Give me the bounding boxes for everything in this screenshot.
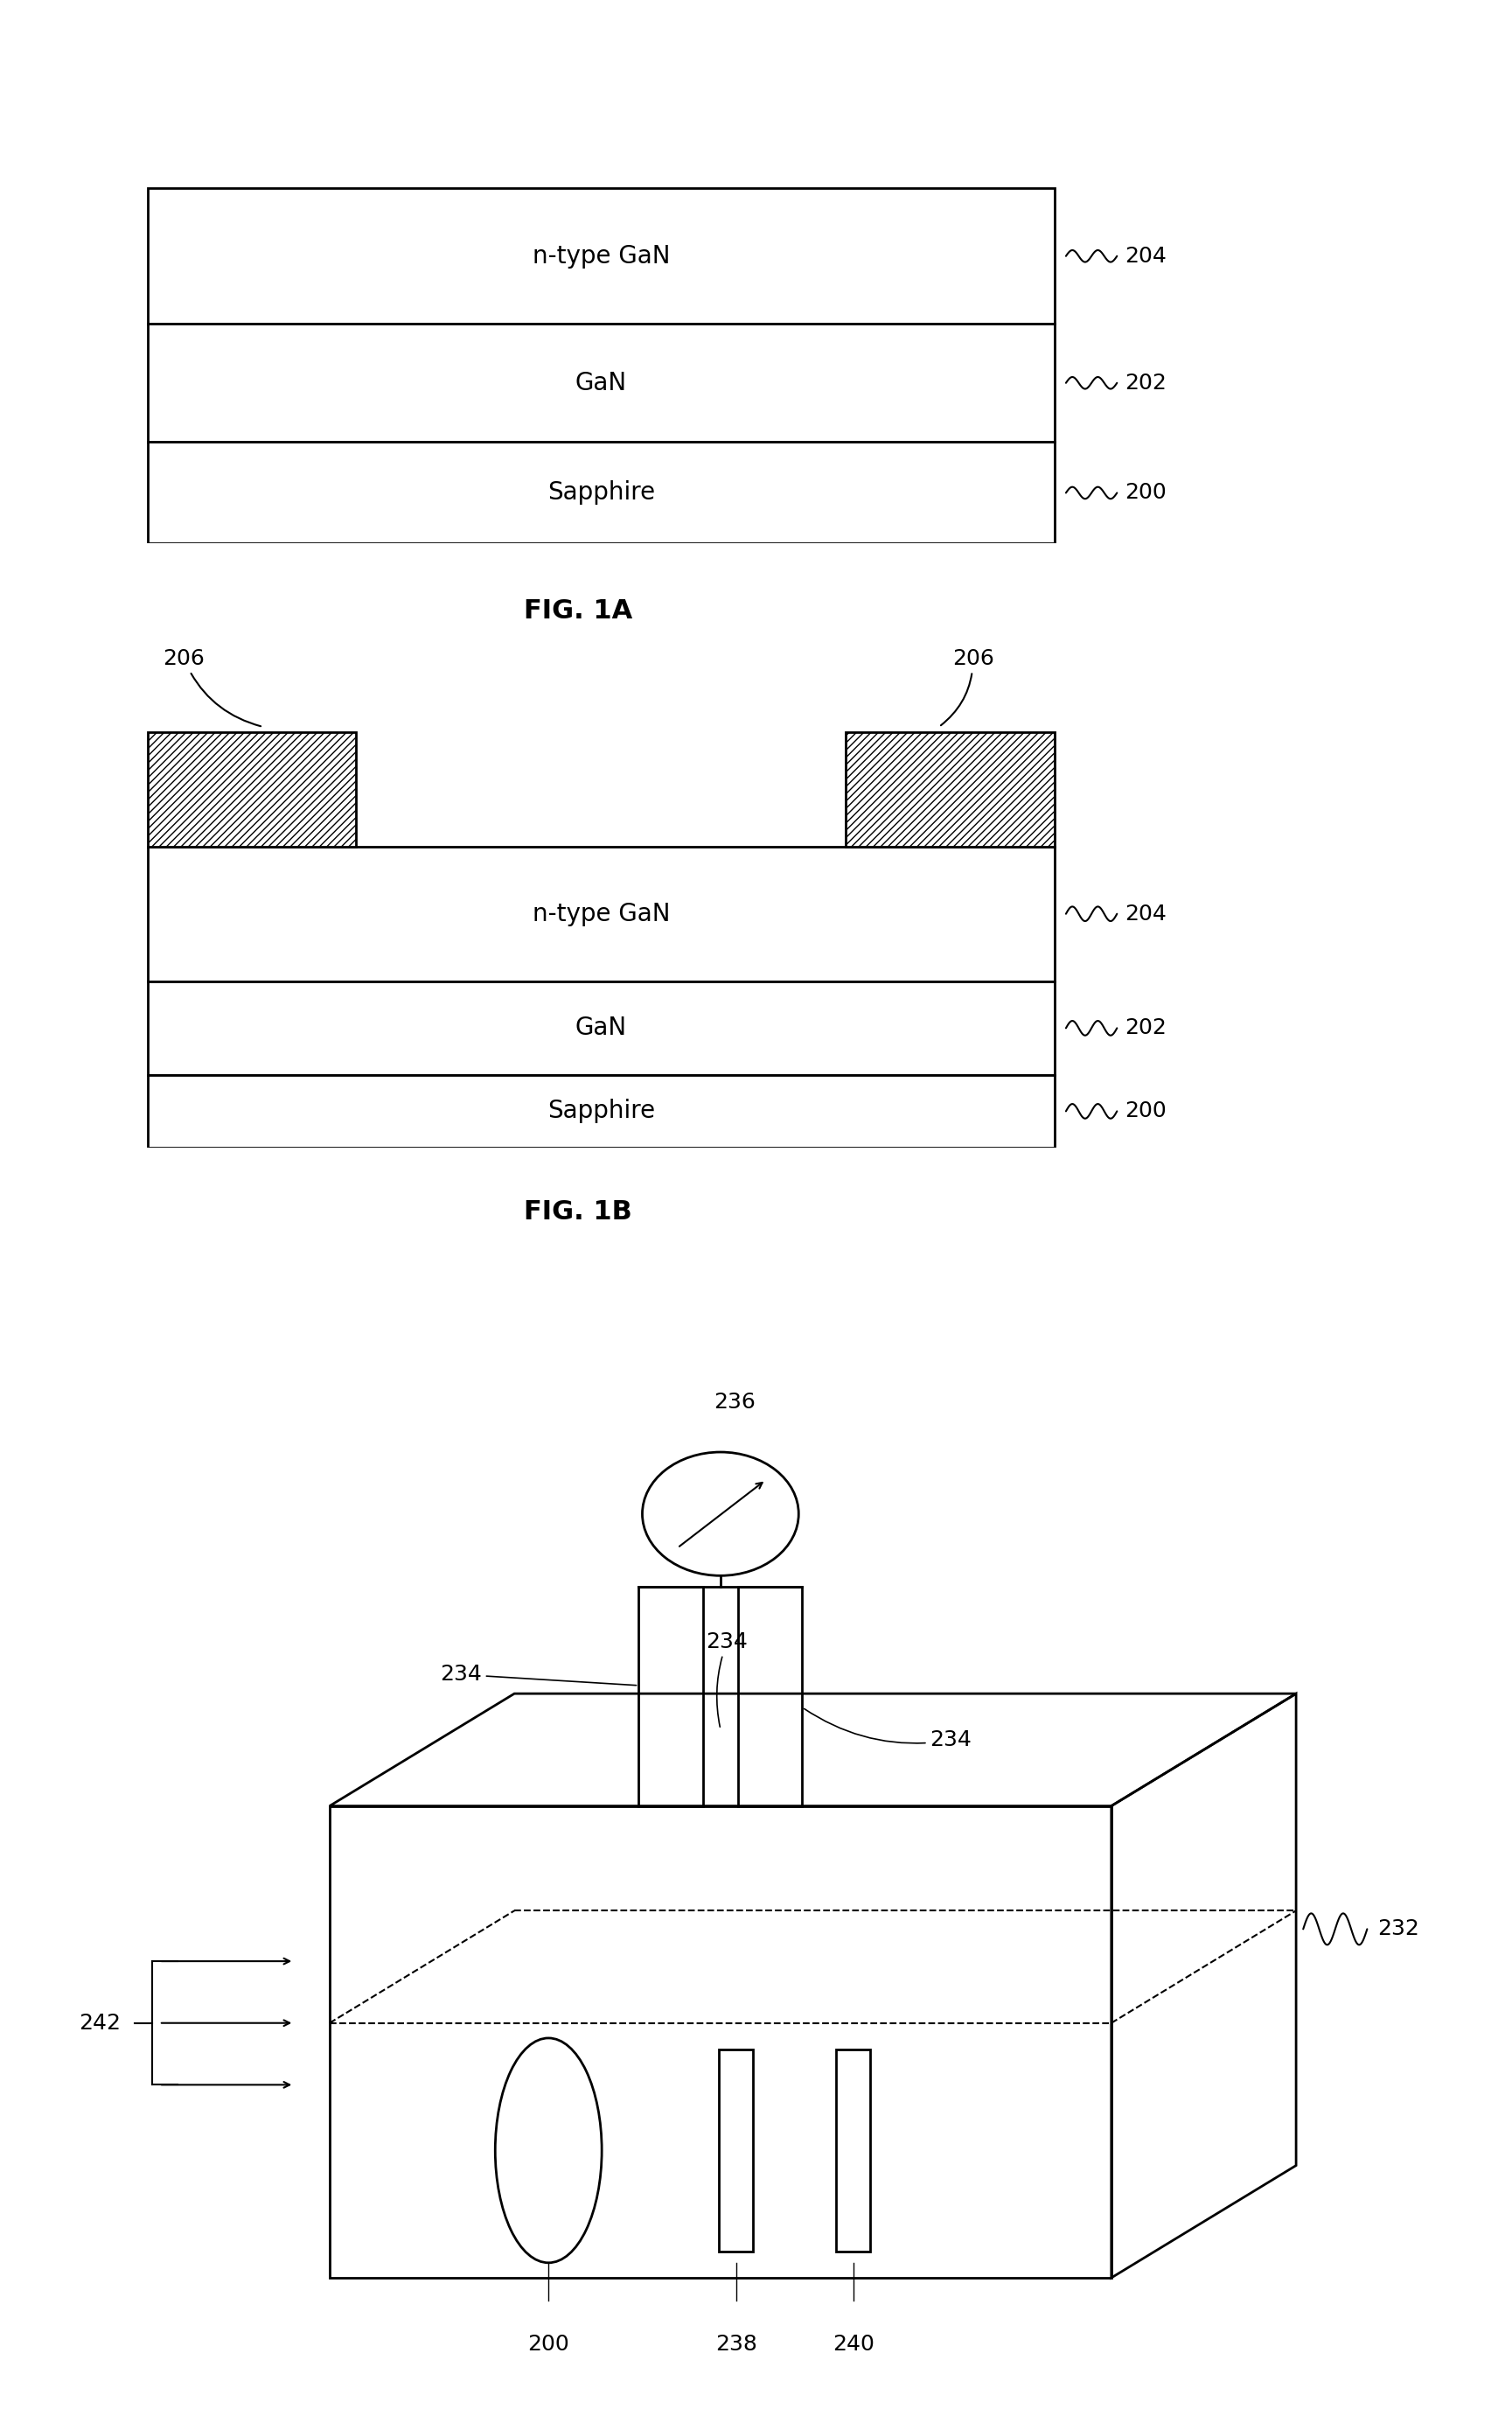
Text: 200: 200 xyxy=(1125,1102,1167,1121)
Text: n-type GaN: n-type GaN xyxy=(532,901,670,925)
Bar xyxy=(147,846,1054,981)
Bar xyxy=(836,2049,871,2252)
Text: Sapphire: Sapphire xyxy=(547,481,655,505)
Bar xyxy=(147,188,1054,324)
Bar xyxy=(638,1587,703,1807)
Text: 232: 232 xyxy=(1377,1918,1418,1940)
Text: GaN: GaN xyxy=(575,1015,627,1041)
Text: 200: 200 xyxy=(1125,483,1167,503)
Bar xyxy=(738,1587,803,1807)
Text: 202: 202 xyxy=(1125,1017,1167,1039)
Text: 202: 202 xyxy=(1125,372,1167,394)
Text: Sapphire: Sapphire xyxy=(547,1099,655,1123)
Text: 206: 206 xyxy=(940,647,993,725)
Bar xyxy=(147,1075,1054,1148)
Text: 200: 200 xyxy=(528,2334,570,2356)
Bar xyxy=(147,442,1054,544)
Text: 234: 234 xyxy=(440,1665,637,1686)
Bar xyxy=(847,732,1055,846)
Bar xyxy=(147,732,357,846)
Text: FIG. 1B: FIG. 1B xyxy=(525,1201,632,1225)
Text: n-type GaN: n-type GaN xyxy=(532,244,670,268)
Text: 234: 234 xyxy=(706,1631,748,1727)
Text: 206: 206 xyxy=(163,647,260,727)
Text: 242: 242 xyxy=(79,2013,121,2034)
Text: 234: 234 xyxy=(804,1708,972,1752)
Bar xyxy=(147,324,1054,442)
Text: GaN: GaN xyxy=(575,370,627,396)
Text: FIG. 1A: FIG. 1A xyxy=(525,599,632,623)
Text: 204: 204 xyxy=(1125,246,1167,266)
Text: 238: 238 xyxy=(715,2334,758,2356)
Text: 236: 236 xyxy=(714,1392,756,1413)
Text: 204: 204 xyxy=(1125,904,1167,925)
Bar xyxy=(720,2049,753,2252)
Text: 240: 240 xyxy=(833,2334,874,2356)
Bar xyxy=(147,981,1054,1075)
